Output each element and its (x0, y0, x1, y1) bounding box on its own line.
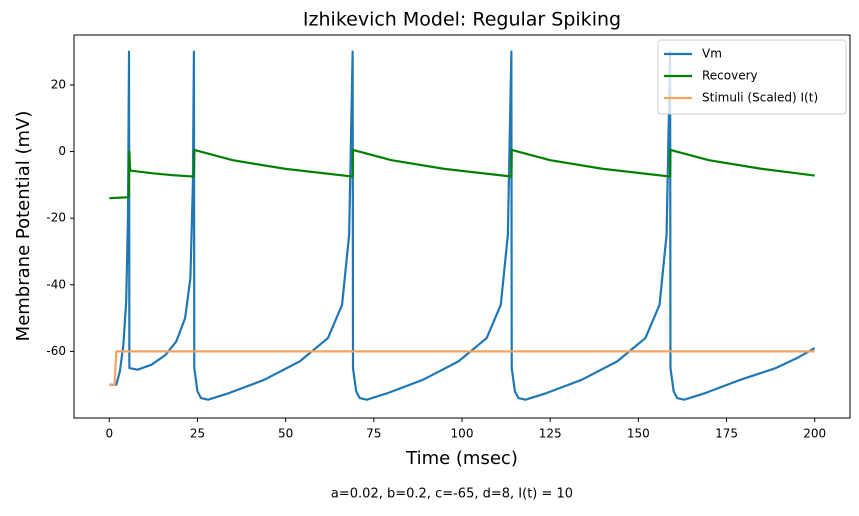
x-tick-label: 0 (105, 427, 113, 441)
legend-box (657, 39, 847, 115)
plot-frame (73, 34, 851, 419)
x-tick-label: 100 (451, 427, 474, 441)
chart-title: Izhikevich Model: Regular Spiking (303, 9, 621, 31)
y-tick-label: -60 (46, 344, 66, 358)
x-tick-label: 200 (803, 427, 826, 441)
x-tick-label: 150 (627, 427, 650, 441)
legend-label: Vm (702, 47, 722, 61)
x-tick-label: 175 (715, 427, 738, 441)
series-line (109, 148, 815, 200)
footnote: a=0.02, b=0.2, c=-65, d=8, I(t) = 10 (331, 487, 573, 502)
x-tick-label: 75 (366, 427, 381, 441)
legend-label: Recovery (702, 69, 758, 83)
x-tick-label: 125 (539, 427, 562, 441)
y-tick-label: 20 (51, 77, 66, 91)
y-axis-label: Membrane Potential (mV) (13, 111, 34, 342)
x-tick-label: 25 (190, 427, 205, 441)
x-tick-label: 50 (278, 427, 293, 441)
series-line (109, 350, 815, 386)
x-axis-label: Time (msec) (405, 448, 518, 469)
series-line (109, 50, 816, 401)
y-tick-label: -20 (46, 211, 66, 225)
legend-label: Stimuli (Scaled) I(t) (702, 91, 818, 105)
y-tick-label: -40 (46, 277, 66, 291)
y-tick-label: 0 (58, 144, 66, 158)
